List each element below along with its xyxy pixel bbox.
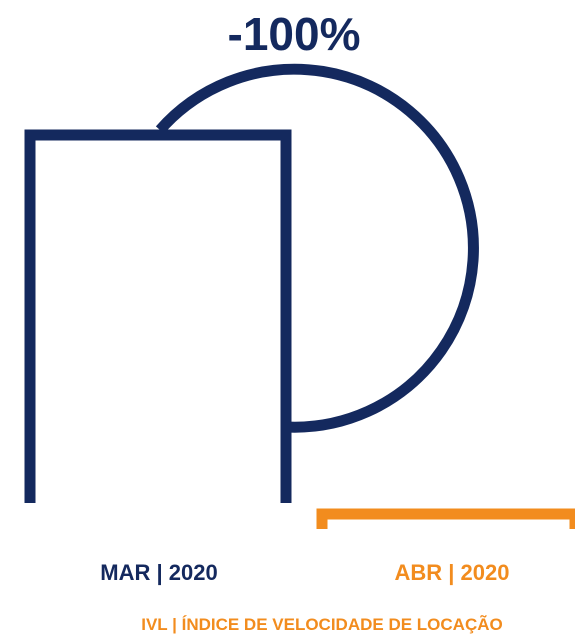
chart-caption: IVL | ÍNDICE DE VELOCIDADE DE LOCAÇÃO — [141, 614, 502, 634]
change-label: -100% — [228, 8, 361, 60]
change-arc — [155, 63, 479, 433]
bar-abr-2020 — [316, 508, 575, 529]
bar-mar-2020 — [24, 129, 292, 503]
category-label-mar-2020: MAR | 2020 — [100, 560, 217, 585]
category-label-abr-2020: ABR | 2020 — [395, 560, 510, 585]
